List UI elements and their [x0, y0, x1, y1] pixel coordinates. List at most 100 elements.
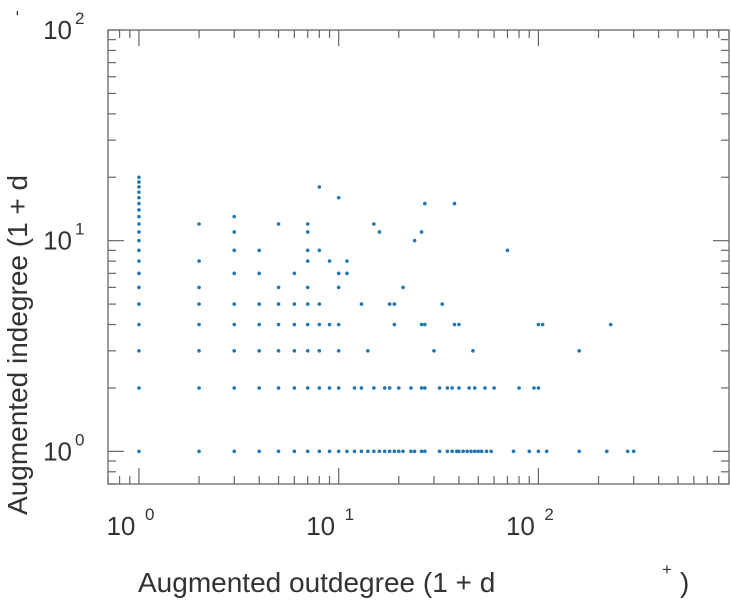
- data-point: [366, 349, 370, 353]
- data-point: [137, 349, 141, 353]
- data-point: [317, 349, 322, 353]
- data-point: [397, 386, 401, 390]
- data-point: [197, 259, 201, 263]
- data-point: [336, 271, 341, 276]
- data-point: [457, 386, 461, 390]
- data-point: [577, 349, 581, 353]
- y-tick-label: 10 1: [43, 220, 84, 256]
- data-point: [137, 201, 141, 206]
- data-point: [461, 449, 465, 454]
- data-point: [359, 386, 364, 390]
- data-point: [527, 449, 532, 454]
- data-point: [317, 302, 322, 306]
- x-tick-labels: 10 0 10 1 10 2: [106, 505, 553, 541]
- y-tick-label-base: 10: [43, 15, 72, 45]
- y-tick-label-exponent: 2: [75, 9, 84, 28]
- data-point: [305, 349, 310, 353]
- data-point: [305, 302, 310, 306]
- data-point: [137, 271, 141, 276]
- data-point: [472, 449, 477, 454]
- data-point: [457, 449, 461, 454]
- data-point: [305, 386, 310, 390]
- data-point: [232, 302, 237, 306]
- data-point: [292, 322, 297, 327]
- data-point: [257, 322, 261, 327]
- data-point: [305, 285, 310, 290]
- data-point: [317, 248, 322, 253]
- data-point: [197, 222, 201, 226]
- data-point: [608, 322, 613, 327]
- data-point: [540, 322, 545, 327]
- data-point: [327, 259, 332, 263]
- data-point: [452, 322, 457, 327]
- data-point: [257, 386, 261, 390]
- data-point: [631, 449, 636, 454]
- data-points: [137, 175, 636, 454]
- data-point: [292, 302, 297, 306]
- data-point: [345, 259, 349, 263]
- data-point: [317, 185, 322, 189]
- data-point: [440, 302, 445, 306]
- data-point: [445, 386, 450, 390]
- data-point: [317, 322, 322, 327]
- data-point: [137, 175, 141, 180]
- data-point: [292, 271, 297, 276]
- data-point: [483, 386, 487, 390]
- data-point: [305, 222, 310, 226]
- y-tick-label-base: 10: [43, 226, 72, 256]
- data-point: [450, 449, 454, 454]
- data-point: [232, 248, 237, 253]
- data-point: [197, 302, 201, 306]
- x-tick-label-exponent: 1: [345, 505, 354, 524]
- y-tick-label-exponent: 1: [75, 220, 84, 239]
- data-point: [377, 230, 382, 234]
- data-point: [276, 222, 281, 226]
- data-point: [137, 180, 141, 184]
- data-point: [137, 190, 141, 194]
- data-point: [276, 285, 281, 290]
- data-point: [137, 259, 141, 263]
- data-point: [432, 349, 436, 353]
- data-point: [472, 386, 477, 390]
- data-point: [536, 449, 541, 454]
- data-point: [536, 322, 541, 327]
- data-point: [387, 302, 392, 306]
- data-point: [137, 322, 141, 327]
- data-point: [232, 386, 237, 390]
- data-point: [423, 322, 427, 327]
- data-point: [137, 185, 141, 189]
- data-point: [479, 449, 484, 454]
- data-point: [412, 238, 417, 243]
- x-tick-label-base: 10: [106, 511, 135, 541]
- data-point: [377, 449, 382, 454]
- data-point: [137, 208, 141, 212]
- data-point: [232, 230, 237, 234]
- data-point: [317, 386, 322, 390]
- data-point: [345, 271, 349, 276]
- data-point: [625, 449, 630, 454]
- data-point: [257, 248, 261, 253]
- data-point: [372, 222, 376, 226]
- data-point: [492, 386, 496, 390]
- data-point: [336, 386, 341, 390]
- data-point: [544, 449, 549, 454]
- data-point: [437, 449, 442, 454]
- data-point: [197, 386, 201, 390]
- data-point: [423, 201, 427, 206]
- plot-frame: [107, 29, 730, 485]
- x-tick-label-exponent: 2: [544, 505, 553, 524]
- data-point: [467, 386, 471, 390]
- data-point: [232, 271, 237, 276]
- data-point: [137, 195, 141, 200]
- data-point: [532, 386, 536, 390]
- data-point: [423, 386, 427, 390]
- data-point: [489, 449, 493, 454]
- data-point: [352, 449, 357, 454]
- data-point: [366, 449, 370, 454]
- data-point: [511, 449, 516, 454]
- data-point: [397, 449, 401, 454]
- axis-ticks: [107, 29, 730, 485]
- data-point: [336, 195, 341, 200]
- data-point: [392, 302, 397, 306]
